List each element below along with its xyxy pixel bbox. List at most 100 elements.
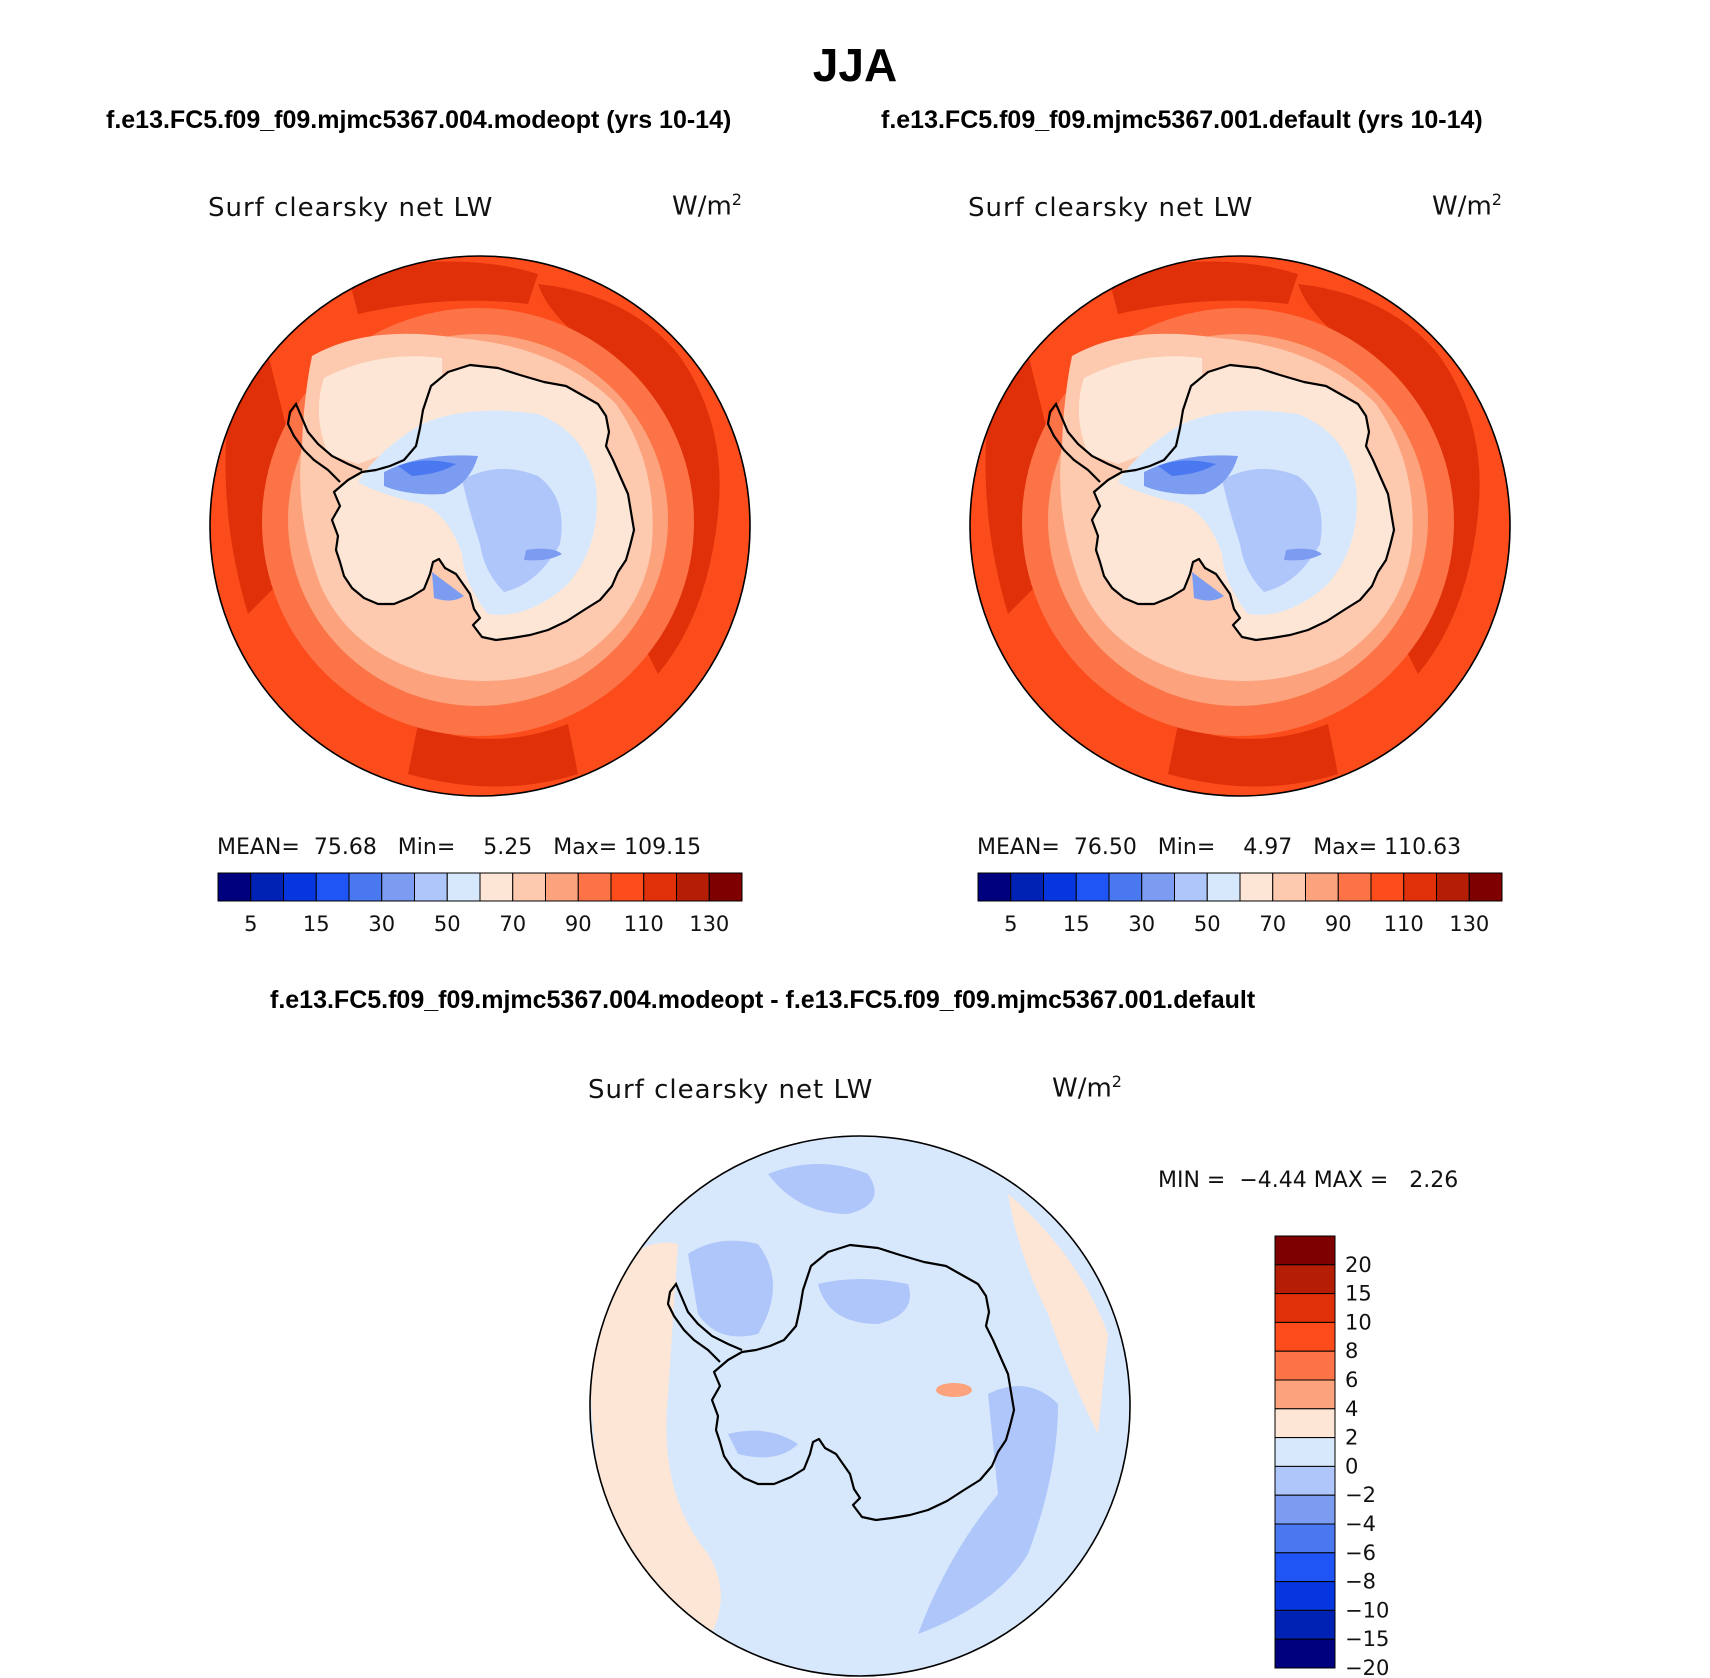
deep-interior-east	[1284, 548, 1322, 561]
high-lw-band-north	[348, 261, 538, 314]
ross-interior	[432, 572, 464, 601]
deep-interior-core	[398, 460, 456, 476]
colorbar-swatch-7	[1274, 1437, 1336, 1467]
interior-field	[1222, 468, 1322, 592]
colorbar-tick-label: 20	[1345, 1253, 1372, 1277]
peninsula-coastline	[666, 1281, 743, 1363]
colorbar-swatch-0	[217, 872, 252, 902]
colorbar-tick-label: 90	[565, 912, 592, 936]
colorbar-tick-label: 70	[499, 912, 526, 936]
deep-interior-core	[1158, 460, 1216, 476]
panel-b-units: W/m2	[1432, 190, 1502, 222]
colorbar-swatch-13	[643, 872, 677, 902]
colorbar-swatch-10	[1274, 1523, 1336, 1554]
deep-interior-east	[524, 548, 562, 561]
colorbar-tick-label: −2	[1345, 1483, 1376, 1507]
colorbar-tick-label: 50	[434, 912, 461, 936]
antarctica-coastline	[330, 363, 636, 642]
colorbar-tick-label: 50	[1194, 912, 1221, 936]
diff-units: W/m2	[1052, 1072, 1122, 1104]
colorbar-swatch-9	[1272, 872, 1306, 902]
diff-stats: MIN = −4.44 MAX = 2.26	[1158, 1168, 1459, 1193]
colorbar-tick-label: 90	[1325, 912, 1352, 936]
antarctica-coastline	[1090, 363, 1396, 642]
colorbar-tick-label: 130	[1449, 912, 1489, 936]
colorbar-swatch-3	[1274, 1321, 1336, 1352]
colorbar-swatch-10	[545, 872, 579, 902]
colorbar-swatch-7	[446, 872, 481, 902]
colorbar-swatch-6	[414, 872, 448, 902]
colorbar-tick-label: 110	[624, 912, 664, 936]
colorbar-swatch-0	[977, 872, 1012, 902]
high-lw-band-south	[408, 724, 578, 787]
colorbar-swatch-1	[250, 872, 284, 902]
antarctica-coastline	[710, 1243, 1016, 1522]
colorbar-tick-label: 4	[1345, 1397, 1358, 1421]
colorbar-tick-label: 110	[1384, 912, 1424, 936]
colorbar-swatch-0	[1274, 1235, 1336, 1266]
colorbar-swatch-15	[1468, 872, 1503, 902]
colorbar-swatch-11	[577, 872, 612, 902]
negative-band-east	[1008, 1194, 1108, 1434]
panel-b-variable-label: Surf clearsky net LW	[968, 193, 1254, 223]
peninsula-coastline	[286, 401, 363, 483]
colorbar-swatch-11	[1274, 1552, 1336, 1583]
colorbar-swatch-6	[1174, 872, 1208, 902]
colorbar-swatch-9	[1274, 1494, 1336, 1525]
colorbar-swatch-3	[1075, 872, 1110, 902]
colorbar-swatch-1	[1274, 1264, 1336, 1295]
colorbar-tick-label: −8	[1345, 1570, 1376, 1594]
colorbar-swatch-2	[283, 872, 317, 902]
diff-polar-map	[589, 1135, 1131, 1677]
colorbar-swatch-2	[1274, 1293, 1336, 1323]
panel-b-polar-map	[969, 255, 1511, 797]
colorbar-swatch-11	[1337, 872, 1372, 902]
colorbar-swatch-14	[676, 872, 710, 902]
panel-a-colorbar: 5 15 30 50 70 90 110 130	[217, 872, 743, 936]
colorbar-swatch-9	[512, 872, 546, 902]
panel-b-colorbar: 5 15 30 50 70 90 110 130	[977, 872, 1503, 936]
positive-patch-interior	[818, 1279, 910, 1324]
colorbar-tick-label: 70	[1259, 912, 1286, 936]
colorbar-tick-label: 30	[368, 912, 395, 936]
colorbar-tick-label: 15	[1063, 912, 1090, 936]
positive-patch-north	[768, 1164, 875, 1214]
panel-a-polar-map	[209, 255, 751, 797]
colorbar-swatch-8	[479, 872, 514, 902]
positive-patch-peninsula	[688, 1240, 773, 1337]
colorbar-swatch-12	[1370, 872, 1405, 902]
peninsula-coastline	[1046, 401, 1123, 483]
colorbar-swatch-2	[1043, 872, 1077, 902]
colorbar-swatch-4	[348, 872, 383, 902]
colorbar-swatch-14	[1274, 1638, 1336, 1669]
colorbar-tick-label: 5	[244, 912, 257, 936]
colorbar-tick-label: 6	[1345, 1368, 1358, 1392]
colorbar-swatch-4	[1108, 872, 1143, 902]
colorbar-swatch-8	[1274, 1465, 1336, 1496]
panel-a-stats: MEAN= 75.68 Min= 5.25 Max= 109.15	[217, 835, 702, 860]
colorbar-swatch-8	[1239, 872, 1274, 902]
positive-patch-east	[918, 1386, 1058, 1634]
colorbar-tick-label: −4	[1345, 1512, 1376, 1536]
colorbar-swatch-7	[1206, 872, 1241, 902]
colorbar-tick-label: −10	[1345, 1598, 1389, 1622]
colorbar-swatch-5	[1274, 1379, 1336, 1410]
panel-b-case-title: f.e13.FC5.f09_f09.mjmc5367.001.default (…	[881, 106, 1483, 134]
colorbar-swatch-1	[1010, 872, 1044, 902]
map-border	[969, 255, 1511, 797]
negative-patch-interior	[936, 1383, 972, 1397]
colorbar-swatch-4	[1274, 1350, 1336, 1381]
colorbar-tick-label: 8	[1345, 1339, 1358, 1363]
colorbar-tick-label: 15	[303, 912, 330, 936]
colorbar-tick-label: −20	[1345, 1656, 1389, 1678]
colorbar-swatch-6	[1274, 1408, 1336, 1439]
colorbar-tick-label: 130	[689, 912, 729, 936]
colorbar-tick-label: 2	[1345, 1426, 1358, 1450]
colorbar-swatch-13	[1274, 1609, 1336, 1640]
colorbar-swatch-14	[1436, 872, 1470, 902]
colorbar-swatch-5	[381, 872, 415, 902]
figure-title: JJA	[812, 39, 898, 91]
colorbar-swatch-5	[1141, 872, 1175, 902]
panel-a-case-title: f.e13.FC5.f09_f09.mjmc5367.004.modeopt (…	[106, 106, 732, 134]
